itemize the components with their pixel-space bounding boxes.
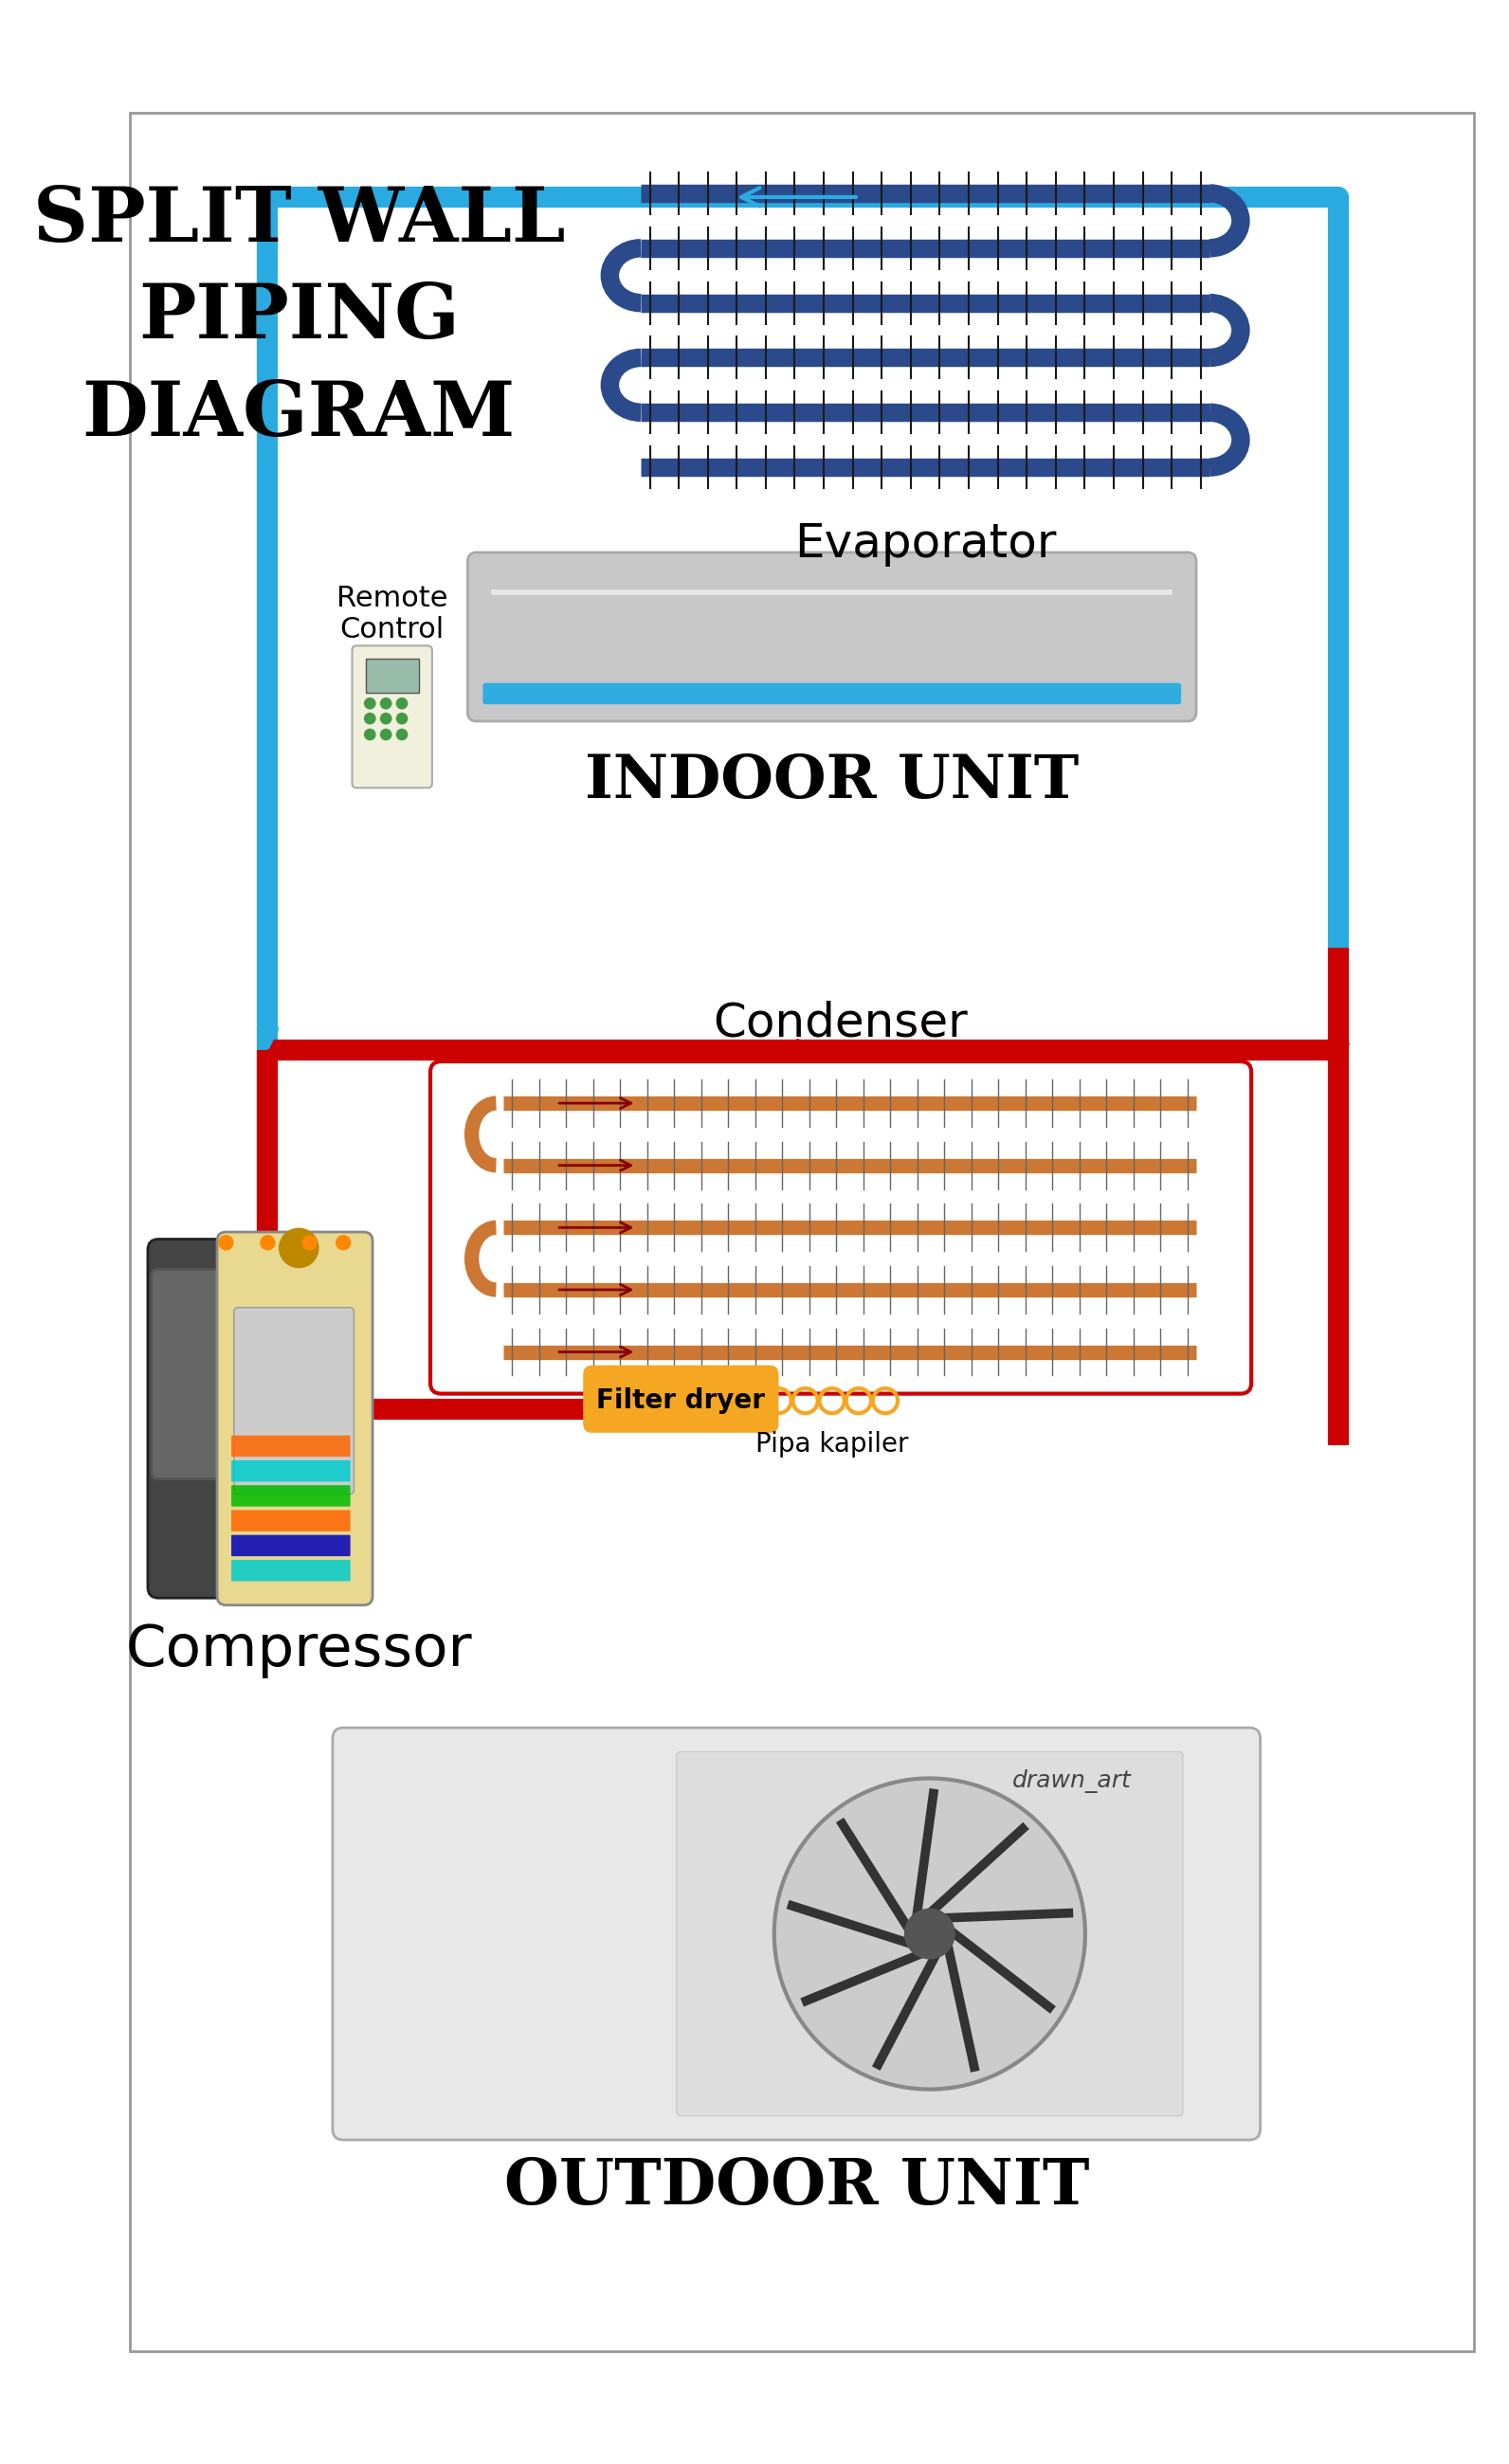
- Text: Remote
Control: Remote Control: [337, 584, 448, 643]
- Circle shape: [380, 712, 391, 724]
- FancyBboxPatch shape: [231, 1510, 350, 1533]
- Text: Filter dryer: Filter dryer: [596, 1387, 765, 1414]
- FancyBboxPatch shape: [231, 1535, 350, 1557]
- Circle shape: [365, 729, 376, 739]
- FancyBboxPatch shape: [234, 1308, 355, 1493]
- Circle shape: [905, 1910, 955, 1959]
- Circle shape: [397, 729, 407, 739]
- Circle shape: [397, 697, 407, 710]
- FancyBboxPatch shape: [483, 683, 1182, 705]
- Circle shape: [219, 1234, 232, 1249]
- Text: Compressor: Compressor: [125, 1624, 472, 1678]
- Circle shape: [365, 697, 376, 710]
- FancyBboxPatch shape: [468, 552, 1197, 722]
- FancyBboxPatch shape: [430, 1062, 1251, 1395]
- Circle shape: [774, 1779, 1085, 2089]
- Circle shape: [380, 697, 391, 710]
- FancyBboxPatch shape: [332, 1727, 1260, 2139]
- Circle shape: [261, 1234, 275, 1249]
- FancyBboxPatch shape: [151, 1269, 237, 1478]
- FancyBboxPatch shape: [231, 1437, 350, 1456]
- FancyBboxPatch shape: [676, 1752, 1183, 2117]
- Circle shape: [337, 1234, 350, 1249]
- Circle shape: [365, 712, 376, 724]
- Text: INDOOR UNIT: INDOOR UNIT: [585, 752, 1079, 811]
- FancyBboxPatch shape: [148, 1239, 365, 1599]
- Text: drawn_art: drawn_art: [1013, 1769, 1132, 1794]
- FancyBboxPatch shape: [231, 1560, 350, 1582]
- FancyBboxPatch shape: [217, 1232, 373, 1604]
- Circle shape: [397, 712, 407, 724]
- Text: Condenser: Condenser: [714, 1000, 969, 1045]
- FancyBboxPatch shape: [582, 1365, 779, 1432]
- FancyBboxPatch shape: [365, 658, 420, 692]
- Text: SPLIT WALL
PIPING
DIAGRAM: SPLIT WALL PIPING DIAGRAM: [33, 185, 564, 451]
- Text: Evaporator: Evaporator: [794, 522, 1056, 567]
- Text: OUTDOOR UNIT: OUTDOOR UNIT: [504, 2156, 1089, 2218]
- Circle shape: [380, 729, 391, 739]
- FancyBboxPatch shape: [231, 1461, 350, 1481]
- Circle shape: [279, 1230, 318, 1266]
- Text: Pipa kapiler: Pipa kapiler: [756, 1432, 908, 1459]
- FancyBboxPatch shape: [352, 646, 432, 788]
- FancyBboxPatch shape: [231, 1486, 350, 1506]
- Circle shape: [302, 1234, 317, 1249]
- FancyBboxPatch shape: [130, 113, 1473, 2351]
